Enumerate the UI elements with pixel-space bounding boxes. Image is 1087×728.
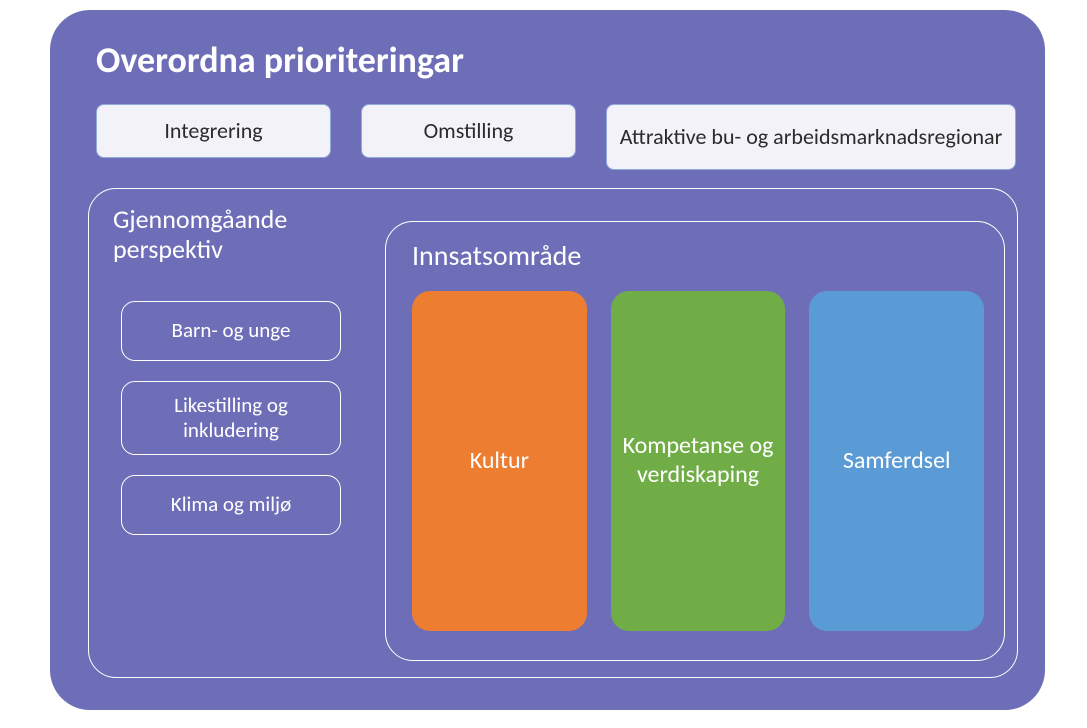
perspectives-title: Gjennomgåande perspektiv [113, 205, 343, 265]
main-title: Overordna prioriteringar [96, 38, 1017, 82]
perspectives-box: Gjennomgåande perspektiv Barn- og unge L… [88, 188, 1018, 678]
card-kompetanse: Kompetanse og verdiskaping [611, 291, 786, 631]
pill-klima: Klima og miljø [121, 475, 341, 535]
card-kultur: Kultur [412, 291, 587, 631]
card-samferdsel: Samferdsel [809, 291, 984, 631]
pill-barn-unge: Barn- og unge [121, 301, 341, 361]
innsats-title: Innsatsområde [412, 238, 984, 273]
innsats-cards-row: Kultur Kompetanse og verdiskaping Samfer… [412, 291, 984, 631]
pill-likestilling: Likestilling og inkludering [121, 381, 341, 455]
tag-omstilling: Omstilling [361, 104, 576, 158]
tag-integrering: Integrering [96, 104, 331, 158]
perspectives-left-col: Barn- og unge Likestilling og inkluderin… [113, 293, 358, 535]
tag-attraktive: Attraktive bu- og arbeidsmarknadsregiona… [606, 104, 1016, 170]
diagram-container: Overordna prioriteringar Integrering Oms… [50, 10, 1045, 710]
top-tags-row: Integrering Omstilling Attraktive bu- og… [96, 104, 1017, 170]
innsats-box: Innsatsområde Kultur Kompetanse og verdi… [385, 221, 1005, 661]
